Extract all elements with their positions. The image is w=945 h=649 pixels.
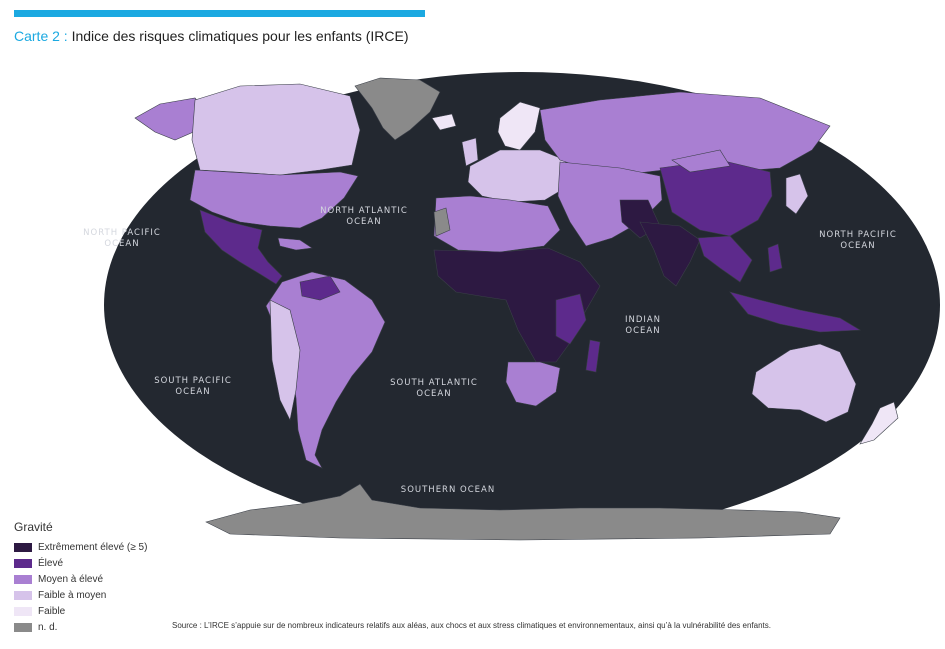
land-antarctica (205, 483, 841, 541)
page-title: Carte 2 : Indice des risques climatiques… (14, 28, 409, 44)
ocean-label-south-atlantic: SOUTH ATLANTIC (390, 378, 478, 388)
land-canada (191, 83, 361, 176)
legend-label: Faible (38, 605, 66, 617)
ocean-label-north-atlantic: NORTH ATLANTIC (320, 206, 408, 216)
ocean-label-north-pacific-west-2: OCEAN (104, 239, 139, 249)
land-western-sahara (433, 207, 451, 237)
land-philippines (767, 243, 783, 273)
ocean-label-north-pacific-east: NORTH PACIFIC (819, 230, 897, 240)
legend-swatch (14, 606, 32, 616)
land-indonesia (729, 291, 862, 333)
ocean-label-south-pacific: SOUTH PACIFIC (154, 376, 232, 386)
legend-item: Moyen à élevé (14, 571, 147, 587)
legend-item: Faible (14, 603, 147, 619)
legend-title: Gravité (14, 520, 53, 534)
land-venezuela (299, 275, 341, 301)
land-usa (189, 169, 359, 229)
land-north-africa (433, 195, 561, 253)
ocean-labels: NORTH PACIFIC OCEAN NORTH ATLANTIC OCEAN N… (83, 206, 897, 495)
land-greenland (354, 77, 441, 141)
legend-item: Faible à moyen (14, 587, 147, 603)
source-note: Source : L’IRCE s’appuie sur de nombreux… (172, 621, 771, 630)
land-southern-africa (505, 361, 561, 407)
legend-swatch (14, 558, 32, 568)
land-new-zealand (859, 401, 899, 445)
land-southeast-asia (697, 235, 753, 283)
land-japan (785, 173, 809, 215)
ocean-label-north-pacific-west: NORTH PACIFIC (83, 228, 161, 238)
ocean-label-southern: SOUTHERN OCEAN (401, 485, 495, 495)
ocean-label-north-pacific-east-2: OCEAN (840, 241, 875, 251)
legend-swatch (14, 542, 32, 552)
ocean-label-indian: INDIAN (625, 315, 661, 325)
land-caribbean (277, 237, 313, 251)
ocean-label-south-atlantic-2: OCEAN (416, 389, 451, 399)
ocean-label-south-pacific-2: OCEAN (175, 387, 210, 397)
land-australia (751, 343, 857, 423)
land-pacific-coast (269, 299, 301, 421)
legend-swatch (14, 622, 32, 632)
title-text: Indice des risques climatiques pour les … (67, 28, 409, 44)
land-china (659, 159, 773, 237)
legend: Gravité Extrêmement élevé (≥ 5) Élevé Mo… (14, 520, 147, 635)
land-india (639, 221, 701, 287)
top-accent-bar (14, 10, 425, 17)
land-madagascar (585, 339, 601, 373)
land-east-africa (555, 293, 587, 345)
legend-swatch (14, 574, 32, 584)
legend-label: Moyen à élevé (38, 573, 104, 585)
legend-label: Élevé (38, 557, 64, 569)
ocean-label-north-atlantic-2: OCEAN (346, 217, 381, 227)
legend-item: Extrêmement élevé (≥ 5) (14, 539, 147, 555)
legend-swatch (14, 590, 32, 600)
land-europe (467, 149, 571, 203)
land-uk (461, 137, 479, 167)
ocean-label-indian-2: OCEAN (625, 326, 660, 336)
legend-item: Élevé (14, 555, 147, 571)
land-mongolia (671, 149, 731, 173)
legend-label: Extrêmement élevé (≥ 5) (38, 541, 148, 553)
land-scandinavia (497, 101, 541, 151)
title-prefix: Carte 2 : (14, 28, 68, 44)
legend-item: n. d. (14, 619, 147, 635)
legend-label: Faible à moyen (38, 589, 107, 601)
land-mexico (199, 209, 283, 285)
land-middle-east (557, 161, 663, 247)
legend-label: n. d. (38, 621, 58, 633)
land-iceland (431, 113, 457, 131)
